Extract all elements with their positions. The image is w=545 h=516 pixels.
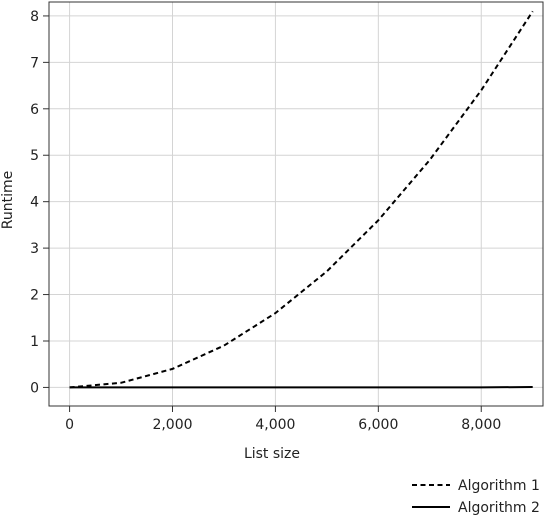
series-lines xyxy=(69,10,534,389)
legend-label-2: Algorithm 2 xyxy=(458,500,540,516)
y-tick-label: 3 xyxy=(30,241,39,257)
grid xyxy=(49,2,543,406)
y-tick-label: 5 xyxy=(30,148,39,164)
plot-frame xyxy=(48,1,544,407)
legend-label-1: Algorithm 1 xyxy=(458,478,540,494)
y-tick-label: 7 xyxy=(30,55,39,71)
x-tick-label: 6,000 xyxy=(358,417,398,433)
x-axis: 0 2,000 4,000 6,000 8,000 xyxy=(65,406,501,433)
x-axis-title: List size xyxy=(244,446,300,462)
legend: Algorithm 1 Algorithm 2 xyxy=(412,478,540,516)
y-tick-label: 1 xyxy=(30,334,39,350)
y-axis: 0 1 2 3 4 5 6 7 8 xyxy=(30,9,49,396)
x-tick-label: 0 xyxy=(65,417,74,433)
x-tick-label: 8,000 xyxy=(461,417,501,433)
y-axis-title: Runtime xyxy=(0,171,16,229)
y-tick-label: 2 xyxy=(30,288,39,304)
x-tick-label: 4,000 xyxy=(255,417,295,433)
y-tick-label: 4 xyxy=(30,195,39,211)
y-tick-label: 0 xyxy=(30,380,39,396)
x-tick-label: 2,000 xyxy=(152,417,192,433)
y-tick-label: 8 xyxy=(30,9,39,25)
series-line-1 xyxy=(69,10,534,389)
y-tick-label: 6 xyxy=(30,102,39,118)
